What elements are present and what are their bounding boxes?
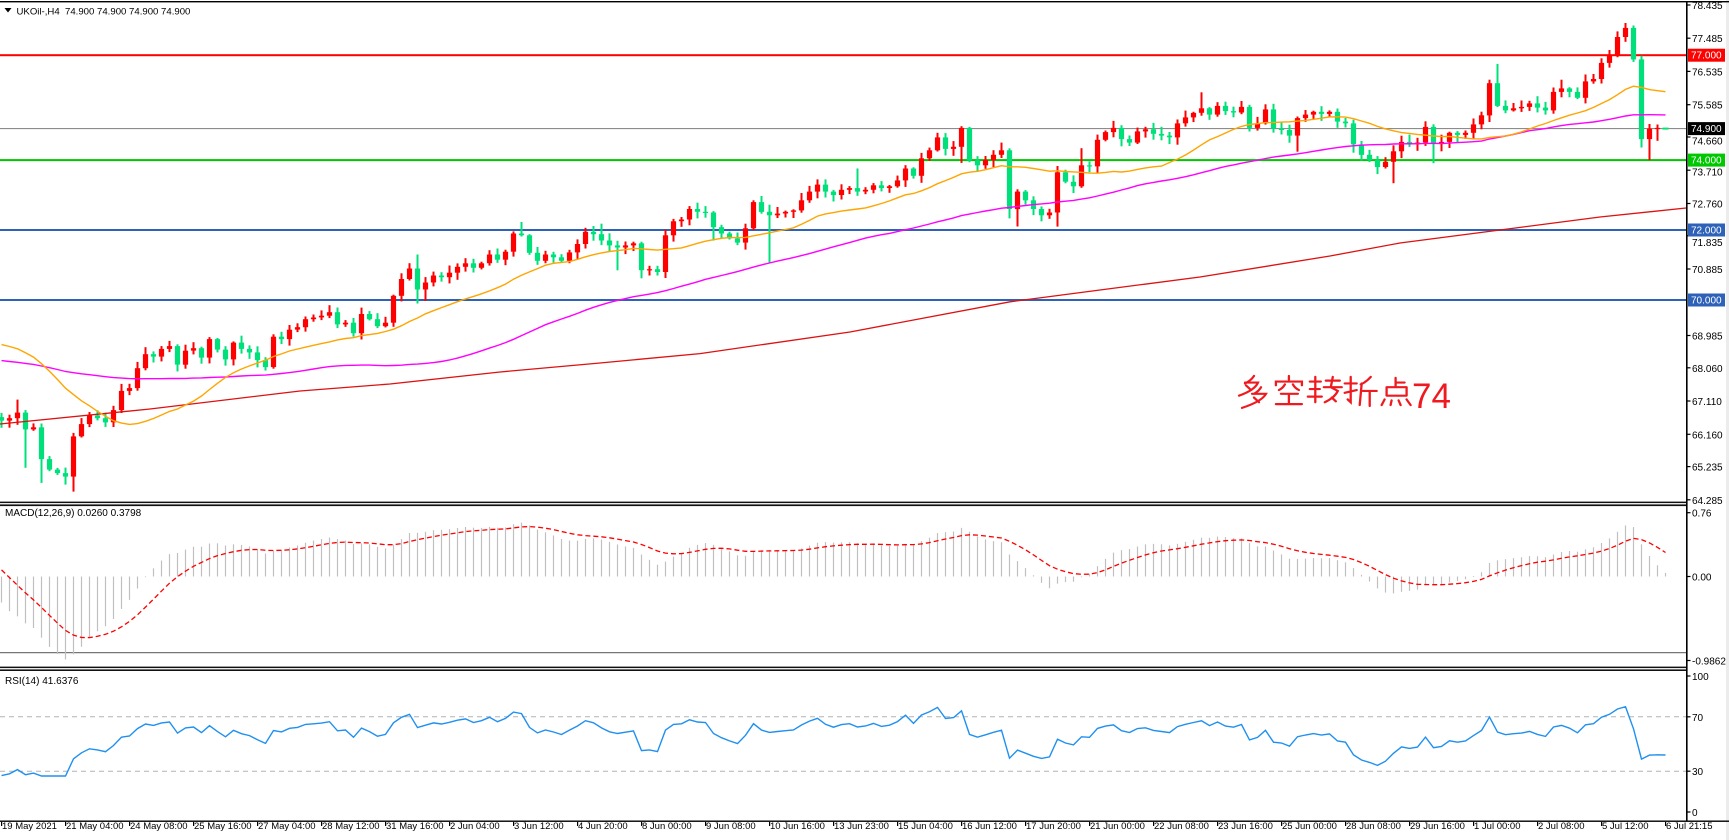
- svg-text:70: 70: [1692, 713, 1704, 724]
- svg-text:68.985: 68.985: [1692, 332, 1723, 343]
- svg-text:31 May 16:00: 31 May 16:00: [386, 821, 444, 832]
- svg-text:70.885: 70.885: [1692, 265, 1723, 276]
- svg-text:25 May 16:00: 25 May 16:00: [194, 821, 252, 832]
- svg-text:73.710: 73.710: [1692, 168, 1723, 179]
- svg-text:74.000: 74.000: [1691, 156, 1722, 167]
- svg-text:28 Jun 08:00: 28 Jun 08:00: [1346, 821, 1401, 832]
- svg-text:75.585: 75.585: [1692, 101, 1723, 112]
- svg-text:100: 100: [1692, 672, 1709, 683]
- svg-text:77.485: 77.485: [1692, 34, 1723, 45]
- svg-text:64.285: 64.285: [1692, 496, 1723, 507]
- svg-text:76.535: 76.535: [1692, 67, 1723, 78]
- svg-text:6 Jul 21:15: 6 Jul 21:15: [1666, 821, 1712, 832]
- svg-text:24 May 08:00: 24 May 08:00: [130, 821, 188, 832]
- svg-text:74.900: 74.900: [1691, 124, 1722, 135]
- svg-text:4 Jun 20:00: 4 Jun 20:00: [578, 821, 628, 832]
- svg-text:10 Jun 16:00: 10 Jun 16:00: [770, 821, 825, 832]
- svg-text:72.760: 72.760: [1692, 200, 1723, 211]
- svg-text:13 Jun 23:00: 13 Jun 23:00: [834, 821, 889, 832]
- svg-text:27 May 04:00: 27 May 04:00: [258, 821, 316, 832]
- svg-text:71.835: 71.835: [1692, 238, 1723, 249]
- svg-text:5 Jul 12:00: 5 Jul 12:00: [1602, 821, 1648, 832]
- svg-text:0.76: 0.76: [1692, 509, 1712, 520]
- svg-text:2 Jun 04:00: 2 Jun 04:00: [450, 821, 500, 832]
- svg-text:74: 74: [1412, 377, 1451, 416]
- svg-text:UKOil-,H4 74.900 74.900 74.90: UKOil-,H4 74.900 74.900 74.900 74.900: [17, 7, 191, 18]
- svg-text:0.00: 0.00: [1692, 573, 1712, 584]
- svg-text:2 Jul 08:00: 2 Jul 08:00: [1538, 821, 1584, 832]
- svg-text:17 Jun 20:00: 17 Jun 20:00: [1026, 821, 1081, 832]
- svg-text:70.000: 70.000: [1691, 296, 1722, 307]
- svg-text:16 Jun 12:00: 16 Jun 12:00: [962, 821, 1017, 832]
- svg-text:RSI(14) 41.6376: RSI(14) 41.6376: [5, 676, 79, 687]
- svg-text:9 Jun 08:00: 9 Jun 08:00: [706, 821, 756, 832]
- svg-text:67.110: 67.110: [1692, 397, 1722, 408]
- svg-text:28 May 12:00: 28 May 12:00: [322, 821, 380, 832]
- svg-text:-0.9862: -0.9862: [1692, 657, 1726, 668]
- svg-text:29 Jun 16:00: 29 Jun 16:00: [1410, 821, 1465, 832]
- svg-text:0: 0: [1692, 808, 1698, 819]
- svg-text:21 Jun 00:00: 21 Jun 00:00: [1090, 821, 1145, 832]
- svg-text:66.160: 66.160: [1692, 430, 1723, 441]
- svg-text:8 Jun 00:00: 8 Jun 00:00: [642, 821, 692, 832]
- svg-text:77.000: 77.000: [1691, 51, 1722, 62]
- svg-text:72.000: 72.000: [1691, 226, 1722, 237]
- svg-text:MACD(12,26,9) 0.0260 0.3798: MACD(12,26,9) 0.0260 0.3798: [5, 508, 142, 519]
- svg-text:15 Jun 04:00: 15 Jun 04:00: [898, 821, 953, 832]
- svg-text:78.435: 78.435: [1692, 1, 1723, 12]
- svg-text:68.060: 68.060: [1692, 364, 1723, 375]
- svg-text:21 May 04:00: 21 May 04:00: [66, 821, 124, 832]
- svg-text:1 Jul 00:00: 1 Jul 00:00: [1474, 821, 1520, 832]
- svg-text:3 Jun 12:00: 3 Jun 12:00: [514, 821, 564, 832]
- svg-text:65.235: 65.235: [1692, 463, 1723, 474]
- svg-text:25 Jun 00:00: 25 Jun 00:00: [1282, 821, 1337, 832]
- svg-text:22 Jun 08:00: 22 Jun 08:00: [1154, 821, 1209, 832]
- svg-text:74.660: 74.660: [1692, 137, 1723, 148]
- svg-text:23 Jun 16:00: 23 Jun 16:00: [1218, 821, 1273, 832]
- svg-text:30: 30: [1692, 767, 1704, 778]
- svg-text:19 May 2021: 19 May 2021: [2, 821, 57, 832]
